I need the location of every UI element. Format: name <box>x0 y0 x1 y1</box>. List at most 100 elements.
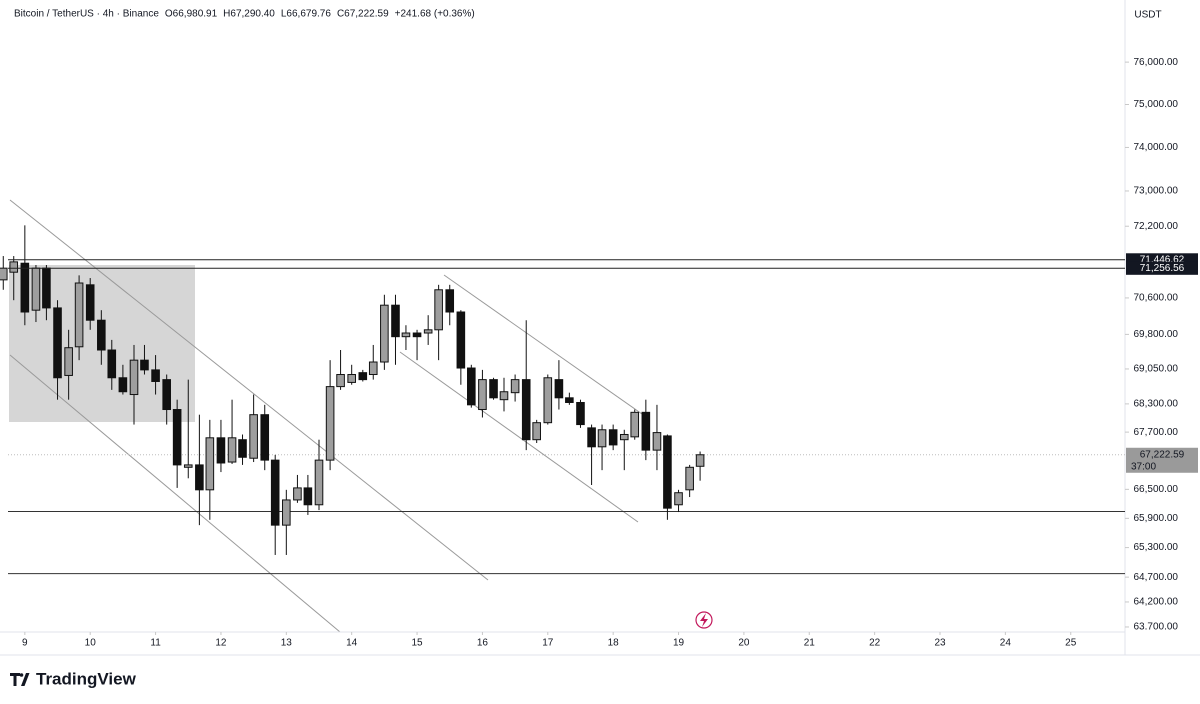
y-tick-label: 74,000.00 <box>1134 142 1179 153</box>
x-tick-label: 21 <box>804 638 816 649</box>
candle-body <box>74 282 84 348</box>
x-tick-label: 11 <box>150 638 161 649</box>
x-tick-label: 20 <box>738 638 750 649</box>
x-tick-label: 9 <box>22 638 28 649</box>
trend-line <box>399 351 639 523</box>
candle-body <box>358 372 368 381</box>
candle-body <box>53 307 62 379</box>
candle-body <box>260 414 270 461</box>
y-tick-label: 73,000.00 <box>1134 186 1179 197</box>
candle-body <box>456 311 466 369</box>
candle-body <box>227 437 237 463</box>
candle-body <box>140 359 149 371</box>
candle-body <box>314 459 324 506</box>
candle-body <box>107 349 117 379</box>
candle-body <box>42 267 51 309</box>
price-level-box <box>1126 261 1198 275</box>
y-tick-label: 64,700.00 <box>1134 572 1179 583</box>
x-tick-label: 10 <box>85 638 97 649</box>
candle-body <box>543 377 553 424</box>
price-level-label: 71,446.62 <box>1140 254 1185 265</box>
candle-body <box>129 359 139 396</box>
candle-body <box>489 379 498 399</box>
candle-body <box>445 289 455 313</box>
candle-body <box>151 369 160 382</box>
candle-body <box>216 437 226 464</box>
ohlc-value: L66,679.76 <box>281 9 331 20</box>
x-tick-label: 16 <box>477 638 489 649</box>
x-tick-label: 25 <box>1065 638 1077 649</box>
trend-line <box>9 199 489 581</box>
candle-body <box>195 464 204 491</box>
candle-body <box>282 499 291 526</box>
candle-body <box>303 487 313 506</box>
x-tick-label: 14 <box>346 638 358 649</box>
x-tick-label: 19 <box>673 638 685 649</box>
symbol-title: Bitcoin / TetherUS · 4h · Binance <box>14 9 159 20</box>
x-tick-label: 18 <box>608 638 620 649</box>
candle-body <box>238 439 247 458</box>
candles <box>0 225 705 555</box>
x-tick-label: 23 <box>934 638 946 649</box>
trend-line <box>443 274 643 415</box>
x-tick-label: 15 <box>411 638 423 649</box>
candle-body <box>336 374 345 388</box>
candle-body <box>565 397 574 403</box>
y-tick-label: 65,900.00 <box>1134 513 1179 524</box>
brand-name: TradingView <box>36 669 137 688</box>
candle-body <box>554 379 564 399</box>
y-tick-label: 76,000.00 <box>1134 57 1179 68</box>
candle-body <box>597 429 607 448</box>
candle-body <box>249 414 258 459</box>
y-tick-label: 67,700.00 <box>1134 427 1179 438</box>
countdown-label: 37:00 <box>1131 461 1156 472</box>
last-price-label: 67,222.59 <box>1140 449 1185 460</box>
candle-body <box>587 427 596 448</box>
candle-body <box>118 377 128 393</box>
y-tick-label: 65,300.00 <box>1134 542 1179 553</box>
candle-body <box>608 429 618 446</box>
currency-label: USDT <box>1134 10 1161 21</box>
candle-body <box>478 379 487 411</box>
candle-body <box>630 411 640 438</box>
candle-body <box>162 379 171 411</box>
candle-body <box>85 284 95 321</box>
trend-line <box>9 354 341 633</box>
ohlc-value: C67,222.59 <box>337 9 389 20</box>
candle-body <box>401 332 411 338</box>
candle-body <box>20 262 30 313</box>
candle-body <box>347 374 356 383</box>
x-tick-label: 22 <box>869 638 881 649</box>
y-tick-label: 68,300.00 <box>1134 399 1179 410</box>
candle-body <box>641 411 651 451</box>
candle-body <box>205 437 215 491</box>
candle-body <box>674 492 683 506</box>
y-tick-label: 64,200.00 <box>1134 597 1179 608</box>
price-change: +241.68 (+0.36%) <box>395 9 475 20</box>
candle-body <box>467 367 476 406</box>
candle-body <box>619 433 629 441</box>
candle-body <box>368 361 378 376</box>
candle-body <box>532 422 541 441</box>
candle-body <box>293 487 302 501</box>
candle-body <box>412 332 422 338</box>
candle-body <box>270 459 280 526</box>
candle-body <box>183 464 193 468</box>
candle-body <box>9 261 19 273</box>
lightning-icon <box>695 611 713 629</box>
x-tick-label: 24 <box>1000 638 1012 649</box>
candle-body <box>97 319 106 351</box>
x-tick-label: 17 <box>542 638 554 649</box>
y-tick-label: 63.700.00 <box>1134 622 1179 633</box>
candle-body <box>663 435 672 509</box>
candle-body <box>685 466 694 491</box>
y-tick-label: 66,500.00 <box>1134 484 1179 495</box>
candle-body <box>172 409 182 466</box>
y-tick-label: 75,000.00 <box>1134 99 1179 110</box>
candle-body <box>64 347 73 376</box>
price-level-label: 71,256.56 <box>1140 263 1185 274</box>
x-tick-label: 12 <box>215 638 227 649</box>
y-tick-label: 70,600.00 <box>1134 293 1179 304</box>
